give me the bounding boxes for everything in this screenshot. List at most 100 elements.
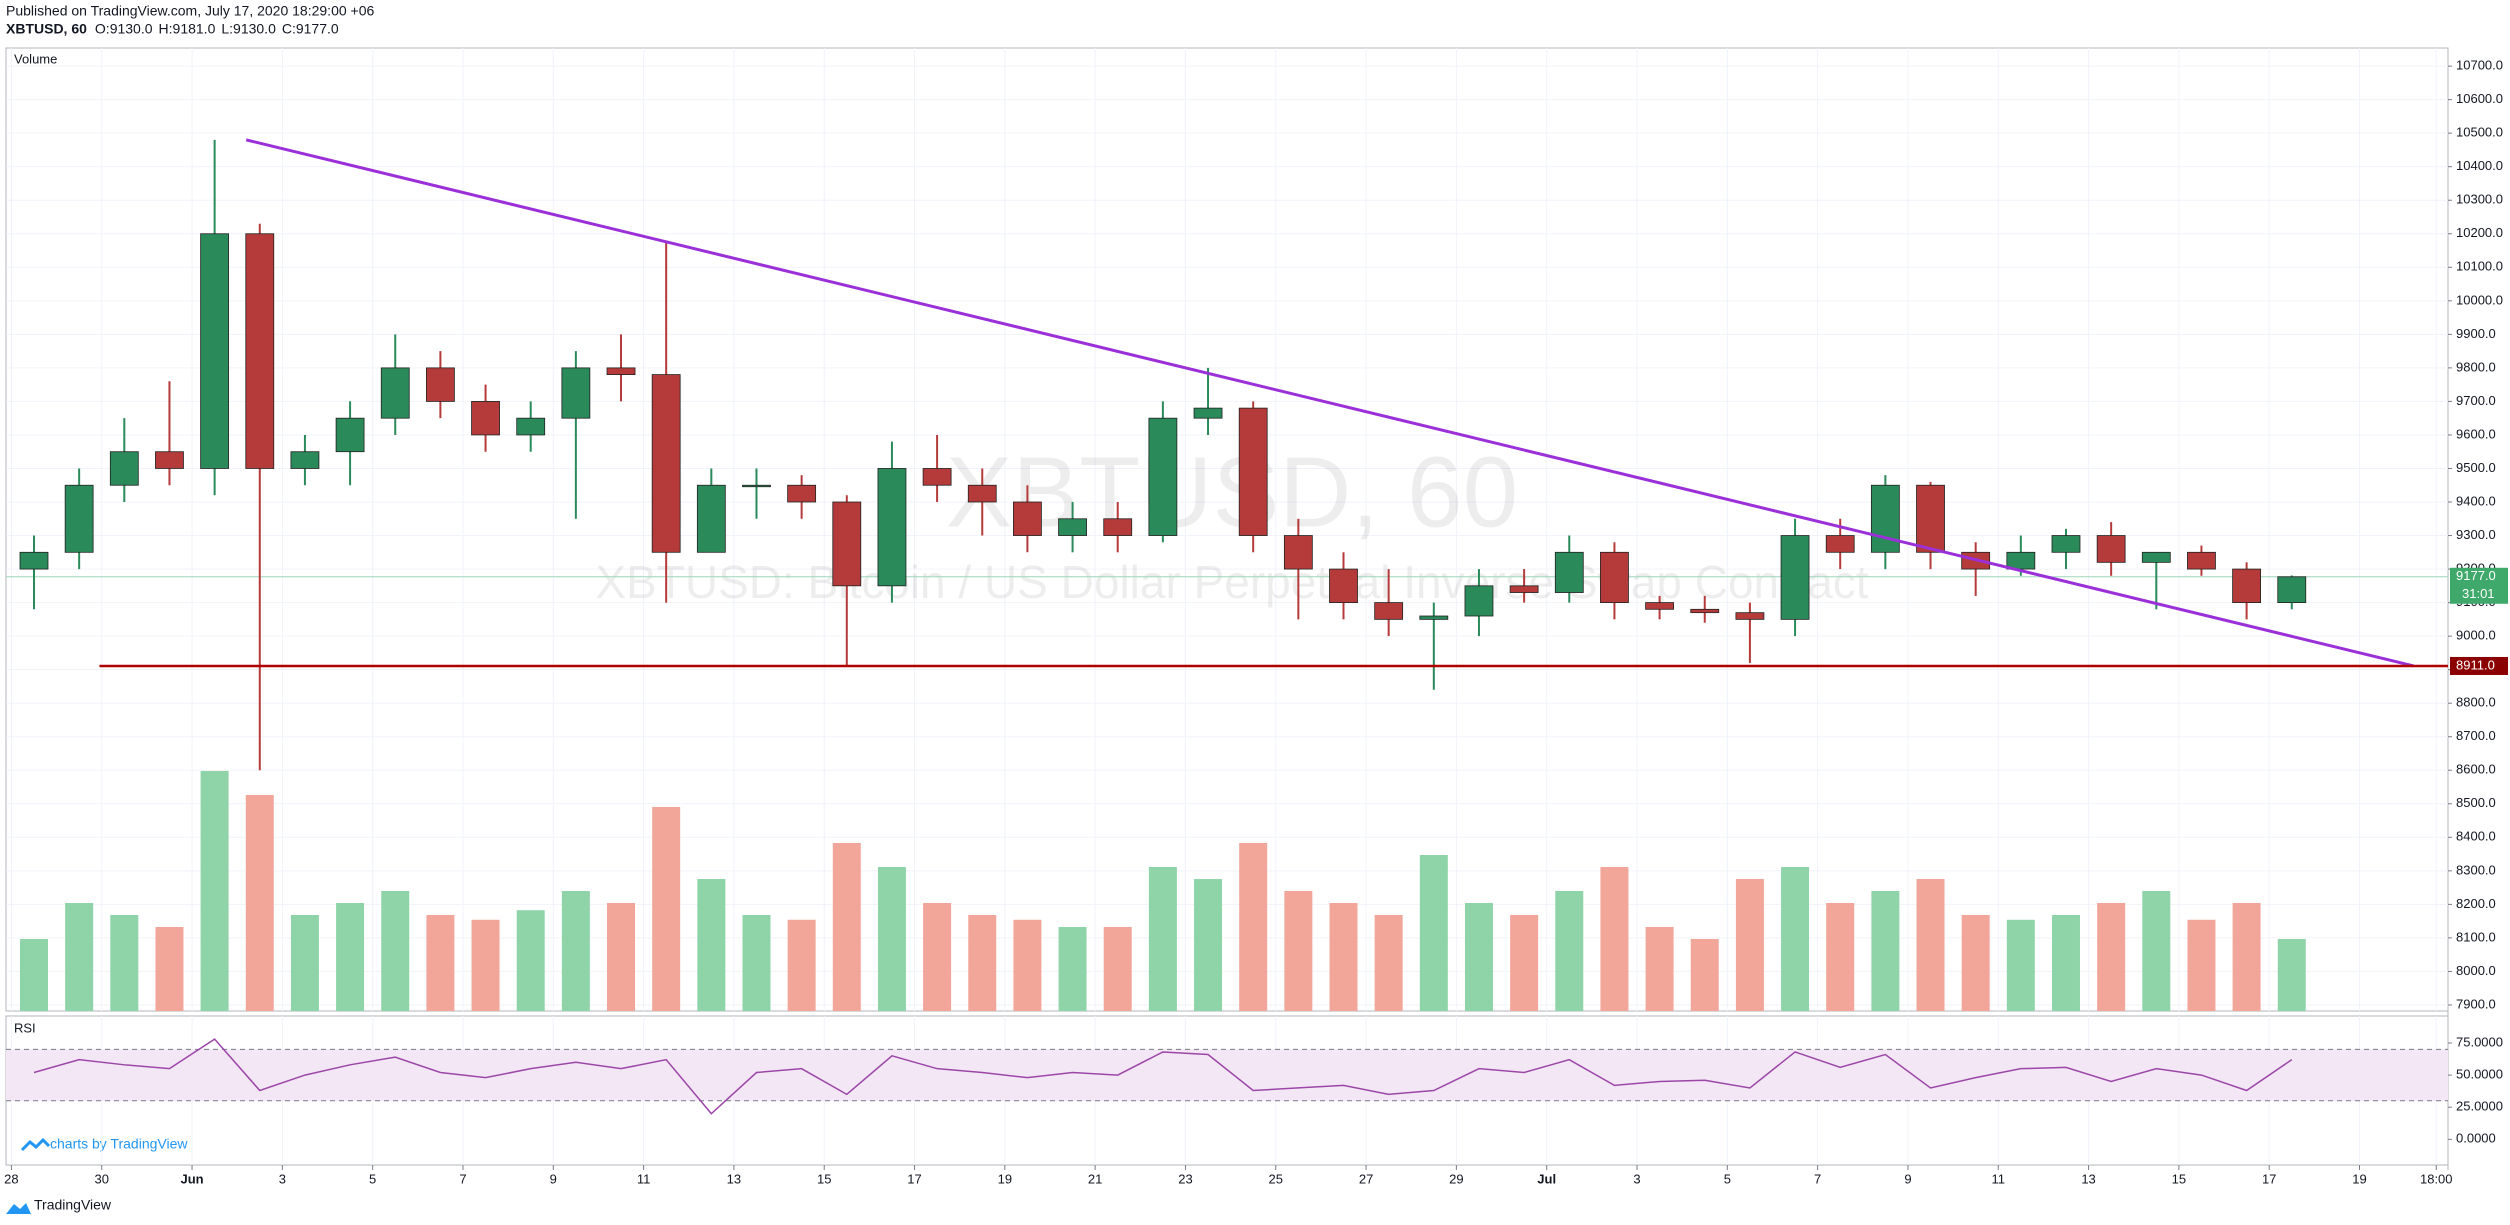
candle-body	[742, 484, 771, 488]
candle-body	[2006, 551, 2036, 570]
y-tick-label: 10200.0	[2456, 225, 2503, 240]
candle-body	[335, 417, 365, 453]
volume-bar	[1239, 843, 1268, 1011]
candle-body	[425, 367, 455, 402]
candle-body	[1870, 484, 1900, 553]
candle-body	[832, 501, 862, 587]
candle-body	[1916, 484, 1945, 553]
candle-body	[1058, 518, 1087, 536]
branding-icon	[20, 1137, 51, 1152]
candle-body	[606, 367, 636, 375]
last-price-box	[2450, 567, 2508, 604]
x-tick-label: 15	[817, 1171, 831, 1186]
volume-bar	[1194, 879, 1223, 1011]
rsi-tick-label: 50.0000	[2456, 1067, 2503, 1082]
x-tick-label: 3	[279, 1171, 286, 1186]
volume-bar	[1148, 867, 1177, 1011]
x-tick-label: 5	[369, 1171, 376, 1186]
candle-body	[380, 367, 410, 419]
branding-text: charts by TradingView	[50, 1136, 188, 1152]
volume-bar	[607, 903, 636, 1011]
volume-bar	[110, 915, 139, 1011]
ohlc-value: O:9130.0	[95, 21, 153, 37]
candle-body	[967, 484, 997, 503]
x-tick-label: 28	[4, 1171, 18, 1186]
volume-bar	[1735, 879, 1764, 1011]
candle-body	[1825, 535, 1855, 553]
support-price-box	[2450, 656, 2508, 675]
x-tick-label: 19	[2352, 1171, 2366, 1186]
volume-bar	[426, 915, 455, 1011]
x-tick-label: 15	[2172, 1171, 2186, 1186]
grid	[6, 48, 2448, 1165]
candle-body	[1690, 608, 1720, 614]
x-tick-label: Jun	[180, 1171, 203, 1186]
y-tick-label: 10700.0	[2456, 58, 2503, 73]
symbol: XBTUSD, 60	[6, 21, 87, 37]
candle-body	[696, 484, 726, 553]
volume-bar	[1555, 891, 1584, 1011]
volume-bar	[1510, 915, 1539, 1011]
candle-body	[651, 374, 681, 553]
y-tick-label: 8700.0	[2456, 728, 2496, 743]
y-tick-label: 10100.0	[2456, 259, 2503, 274]
volume-bar	[155, 927, 184, 1011]
candle-body	[2187, 551, 2216, 570]
x-tick-label: 7	[1814, 1171, 1821, 1186]
candle-body	[1374, 602, 1404, 620]
x-tick-label: 13	[2081, 1171, 2095, 1186]
y-tick-label: 9600.0	[2456, 426, 2496, 441]
volume-bar	[336, 903, 365, 1011]
x-tick-label: 18:00	[2420, 1171, 2453, 1186]
ohlc-value: H:9181.0	[159, 21, 216, 37]
candle-body	[1013, 501, 1042, 536]
x-tick-label: 9	[550, 1171, 557, 1186]
candle-body	[1735, 612, 1765, 620]
volume-bar	[561, 891, 590, 1011]
x-tick-label: 5	[1724, 1171, 1731, 1186]
candle-body	[471, 401, 500, 436]
last-price-label: 9177.0	[2456, 568, 2496, 583]
ohlc-value: L:9130.0	[221, 21, 276, 37]
volume-bar	[1103, 927, 1132, 1011]
y-tick-label: 9500.0	[2456, 460, 2496, 475]
ohlc-value: C:9177.0	[282, 21, 339, 37]
volume-bar	[2051, 915, 2080, 1011]
publish-line: Published on TradingView.com, July 17, 2…	[6, 3, 374, 19]
x-tick-label: Jul	[1537, 1171, 1556, 1186]
volume-bar	[245, 795, 274, 1011]
rsi-band	[6, 1049, 2448, 1101]
y-tick-label: 9900.0	[2456, 326, 2496, 341]
x-tick-label: 30	[94, 1171, 108, 1186]
x-tick-label: 7	[459, 1171, 466, 1186]
rsi-tick-label: 25.0000	[2456, 1099, 2503, 1114]
volume-bar	[1871, 891, 1900, 1011]
volume-bar	[832, 843, 861, 1011]
candle-body	[1780, 535, 1810, 620]
y-tick-label: 9400.0	[2456, 493, 2496, 508]
candle-body	[290, 451, 320, 469]
candle-body	[19, 551, 49, 570]
candle-body	[2096, 535, 2126, 563]
candle-body	[64, 484, 94, 553]
candle-body	[1554, 551, 1584, 593]
candle-body	[2051, 535, 2081, 553]
candle-body	[1464, 585, 1494, 617]
volume-bar	[65, 903, 94, 1011]
volume-bar	[1600, 867, 1629, 1011]
x-tick-label: 21	[1088, 1171, 1102, 1186]
volume-bar	[1464, 903, 1493, 1011]
countdown-label: 31:01	[2462, 586, 2495, 601]
candle-body	[109, 451, 139, 486]
candle-body	[1329, 568, 1358, 603]
y-tick-label: 8800.0	[2456, 695, 2496, 710]
volume-bar	[516, 910, 545, 1011]
rsi-line	[33, 1038, 2293, 1115]
footer-logo	[6, 1203, 31, 1214]
volume-bar	[2142, 891, 2171, 1011]
rsi-tick-label: 0.0000	[2456, 1131, 2496, 1146]
candle-body	[245, 233, 275, 469]
y-tick-label: 10500.0	[2456, 125, 2503, 140]
branding: charts by TradingView	[20, 1136, 188, 1152]
